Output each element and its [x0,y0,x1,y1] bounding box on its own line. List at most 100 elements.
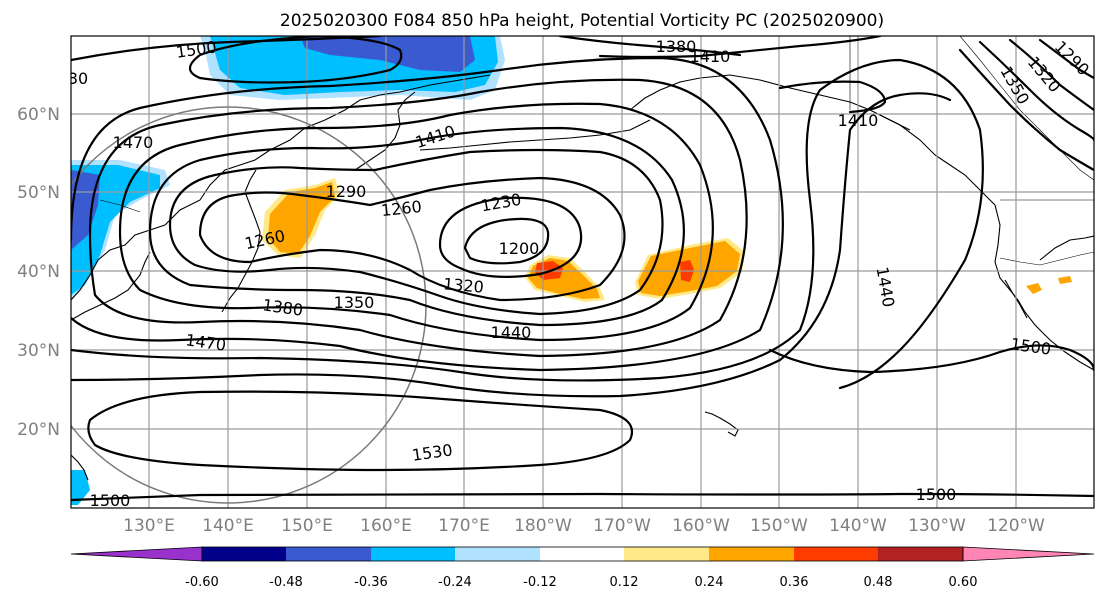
colorbar: -0.60 -0.48 -0.36 -0.24 -0.12 0.12 0.24 … [70,546,1095,590]
graticule [71,36,1094,508]
lat-tick-label: 20°N [17,420,60,440]
contour-label: 1500 [90,491,131,510]
contour-label: 1440 [491,323,532,342]
lon-tick-label: 140°W [829,516,887,536]
colorbar-segment [794,547,878,561]
contour-label: 1470 [113,133,154,152]
lat-tick-label: 60°N [17,105,60,125]
coast-hawaii [704,411,739,437]
colorbar-tick-label: -0.24 [438,575,472,590]
pv-negative-southwest-mid [71,470,90,505]
coast-japan [221,169,261,313]
colorbar-tick-label: 0.12 [610,575,639,590]
contour-1410 [71,56,784,372]
colorbar-tick-labels: -0.60 -0.48 -0.36 -0.24 -0.12 0.12 0.24 … [185,575,977,590]
contour-1500-north [71,36,382,62]
coast-east-asia [71,74,491,301]
colorbar-tick-label: -0.12 [523,575,557,590]
contour-1230 [438,196,583,278]
lat-tick-label: 50°N [17,183,60,203]
lon-tick-label: 150°E [281,516,333,536]
contour-label: 1260 [380,197,422,220]
contour-1530 [87,390,633,472]
contour-ne-1320 [1008,38,1094,112]
contour-1350 [118,102,714,342]
lon-tick-label: 120°W [987,516,1045,536]
lon-tick-label: 130°W [908,516,966,536]
contour-north-1410 [598,36,882,59]
latitude-labels: 60°N 50°N 40°N 30°N 20°N [17,105,60,440]
colorbar-tick-label: -0.48 [269,575,303,590]
longitude-labels: 130°E 140°E 150°E 160°E 170°E 180°W 170°… [123,516,1045,536]
coast-philippines [71,454,89,481]
contour-ne-1350 [978,40,1094,142]
colorbar-extend-high [962,546,1095,562]
contour-1440 [71,58,984,390]
map-frame [70,35,1095,509]
contour-label: 1410 [838,111,879,130]
map-content: 1500 1380 1410 1350 1320 1290 30 1470 14… [68,36,1094,510]
contour-label: 1320 [442,274,484,296]
colorbar-segment [455,547,540,561]
colorbar-tick-label: 0.48 [864,575,893,590]
colorbar-segment [540,547,624,561]
contour-label: 1290 [326,182,367,201]
contour-label: 1500 [916,485,957,504]
contour-1290 [168,148,664,316]
colorbar-segments [70,546,1095,562]
contour-label: 1410 [690,47,731,66]
lon-tick-label: 170°E [438,516,490,536]
contour-1380 [88,78,748,358]
contour-east-closed [778,80,887,114]
colorbar-segment [709,547,794,561]
political-borders [99,36,1094,266]
colorbar-segment [878,547,963,561]
contour-nw-closed [188,36,403,84]
lat-tick-label: 40°N [17,262,60,282]
contour-label: 1380 [656,37,697,56]
colorbar-tick-label: 0.24 [695,575,724,590]
colorbar-segment [371,547,455,561]
coast-aleutians [419,119,651,151]
colorbar-tick-label: 0.60 [949,575,978,590]
lon-tick-label: 170°W [593,516,651,536]
pv-positive-japan-mid [268,182,335,254]
coast-korea-china [71,251,151,321]
lon-tick-label: 160°E [360,516,412,536]
lon-tick-label: 160°W [672,516,730,536]
pv-positive-mexico-mid [1026,283,1042,294]
contour-1260 [198,176,626,302]
colorbar-tick-label: -0.60 [185,575,219,590]
figure-title: 2025020300 F084 850 hPa height, Potentia… [280,11,884,31]
contour-1500-east [768,344,1094,374]
contour-label: 30 [68,69,88,88]
colorbar-segment [624,547,709,561]
coast-kamchatka [354,91,416,171]
contour-label: 1200 [499,239,540,258]
lat-tick-label: 30°N [17,341,60,361]
contour-ne-1290 [1038,38,1094,80]
colorbar-extend-low [70,546,203,562]
colorbar-segment [202,547,286,561]
lon-tick-label: 180°W [514,516,572,536]
colorbar-tick-label: 0.36 [780,575,809,590]
contour-1500-south [71,492,1094,502]
contour-1320 [148,126,685,327]
colorbar-segment [286,547,371,561]
contour-label: 1350 [334,293,375,312]
coast-gulf [1039,235,1094,261]
height-contours [71,36,1094,502]
pv-positive-gulf-mid [1058,276,1072,284]
pv-negative-west-strong [71,170,100,250]
contour-ne-1380 [958,48,1094,172]
colorbar-outline [201,546,964,562]
lon-tick-label: 150°W [750,516,808,536]
lon-tick-label: 130°E [123,516,175,536]
colorbar-tick-label: -0.36 [354,575,388,590]
contour-north-1380 [558,36,742,57]
contour-1200 [463,217,550,265]
pv-negative-north-strong [300,36,475,72]
contour-1470 [71,92,952,398]
lon-tick-label: 140°E [202,516,254,536]
